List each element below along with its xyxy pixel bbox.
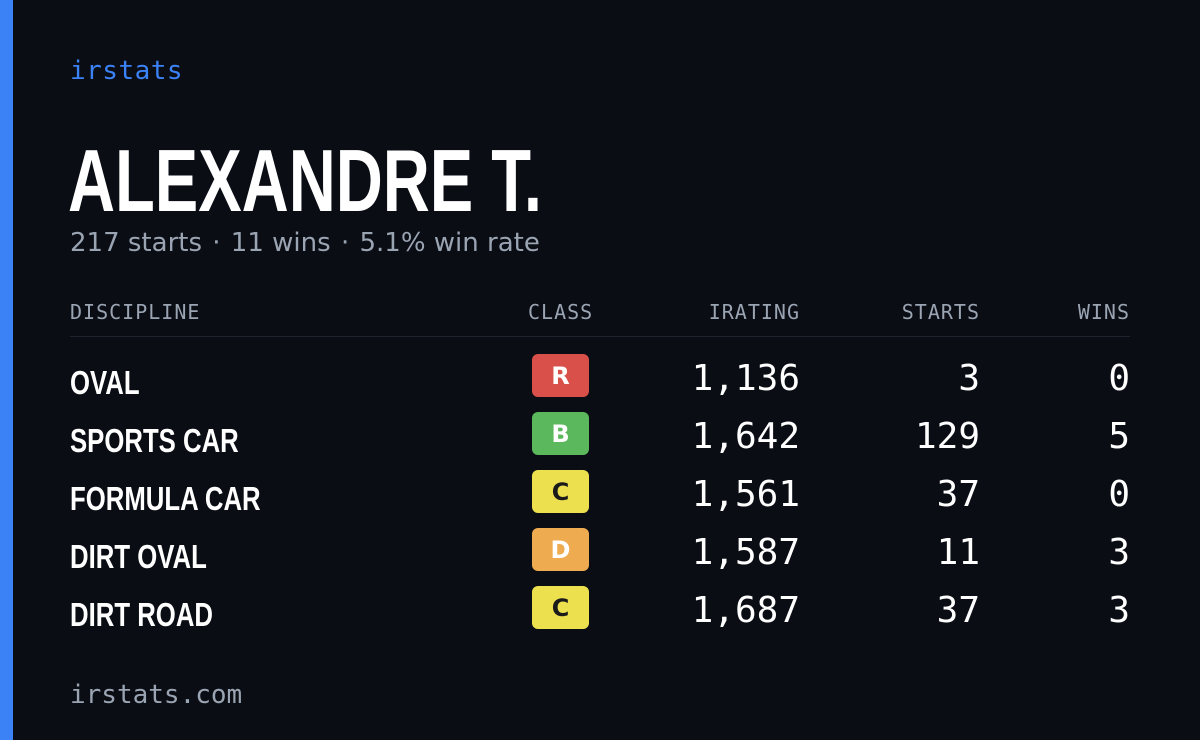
discipline-label: SPORTS CAR	[70, 422, 239, 459]
header-starts: STARTS	[901, 300, 980, 324]
header-irating: IRATING	[708, 300, 800, 324]
wins-value: 0	[1108, 474, 1130, 515]
wins-value: 5	[1108, 416, 1130, 457]
discipline-label: FORMULA CAR	[70, 480, 261, 517]
class-badge: D	[532, 528, 589, 571]
starts-value: 37	[936, 590, 980, 631]
wins-value: 3	[1108, 590, 1130, 631]
starts-value: 37	[936, 474, 980, 515]
starts-summary: 217 starts	[70, 228, 202, 258]
table-row: DIRT ROAD C 1,687 37 3	[70, 586, 1130, 644]
separator-dot: ·	[212, 228, 221, 258]
irating-value: 1,136	[691, 358, 800, 399]
separator-dot: ·	[340, 228, 350, 258]
class-badge: C	[532, 470, 589, 513]
winrate-summary: 5.1% win rate	[359, 228, 540, 258]
header-divider	[70, 336, 1130, 337]
wins-summary: 11 wins	[230, 228, 331, 258]
accent-bar	[0, 0, 13, 740]
player-name: ALEXANDRE T.	[68, 131, 542, 230]
table-row: DIRT OVAL D 1,587 11 3	[70, 528, 1130, 586]
irating-value: 1,642	[691, 416, 800, 457]
table-row: SPORTS CAR B 1,642 129 5	[70, 412, 1130, 470]
table-row: OVAL R 1,136 3 0	[70, 354, 1130, 412]
player-summary: 217 starts · 11 wins · 5.1% win rate	[70, 228, 540, 258]
wins-value: 0	[1108, 358, 1130, 399]
class-badge: C	[532, 586, 589, 629]
starts-value: 11	[936, 532, 980, 573]
brand-logo: irstats	[70, 56, 184, 86]
starts-value: 3	[958, 358, 980, 399]
discipline-label: OVAL	[70, 364, 140, 401]
class-badge: B	[532, 412, 589, 455]
header-wins: WINS	[1077, 300, 1130, 324]
class-badge: R	[532, 354, 589, 397]
footer-url: irstats.com	[70, 680, 243, 710]
table-row: FORMULA CAR C 1,561 37 0	[70, 470, 1130, 528]
irating-value: 1,687	[691, 590, 800, 631]
irating-value: 1,561	[691, 474, 800, 515]
header-class: CLASS	[528, 300, 594, 324]
wins-value: 3	[1108, 532, 1130, 573]
irating-value: 1,587	[691, 532, 800, 573]
discipline-label: DIRT OVAL	[70, 538, 207, 575]
discipline-label: DIRT ROAD	[70, 596, 213, 633]
header-discipline: DISCIPLINE	[70, 300, 201, 324]
starts-value: 129	[914, 416, 980, 457]
